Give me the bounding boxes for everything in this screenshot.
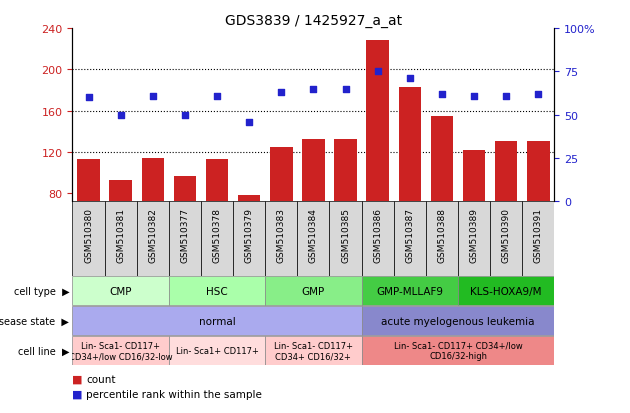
Text: ■: ■ — [72, 389, 83, 399]
Text: normal: normal — [198, 316, 236, 326]
Text: GSM510382: GSM510382 — [148, 208, 158, 263]
Bar — [142, 159, 164, 276]
Bar — [367, 41, 389, 276]
Bar — [463, 150, 485, 276]
Text: GSM510389: GSM510389 — [469, 208, 479, 263]
FancyBboxPatch shape — [72, 336, 169, 365]
Text: GSM510379: GSM510379 — [244, 208, 254, 263]
Point — [533, 91, 543, 98]
Text: GSM510384: GSM510384 — [309, 208, 318, 263]
Text: ■: ■ — [72, 374, 83, 384]
FancyBboxPatch shape — [522, 202, 554, 276]
FancyBboxPatch shape — [265, 202, 297, 276]
FancyBboxPatch shape — [72, 306, 362, 335]
Text: cell line  ▶: cell line ▶ — [18, 346, 69, 356]
FancyBboxPatch shape — [458, 277, 554, 306]
Text: GSM510385: GSM510385 — [341, 208, 350, 263]
FancyBboxPatch shape — [362, 336, 554, 365]
Text: GSM510387: GSM510387 — [405, 208, 415, 263]
Bar — [238, 196, 260, 276]
Bar — [399, 88, 421, 276]
Point — [116, 112, 126, 119]
Text: Lin- Sca1- CD117+
CD34+ CD16/32+: Lin- Sca1- CD117+ CD34+ CD16/32+ — [274, 341, 353, 360]
Text: acute myelogenous leukemia: acute myelogenous leukemia — [381, 316, 535, 326]
Bar — [495, 141, 517, 276]
FancyBboxPatch shape — [72, 202, 105, 276]
Bar — [206, 160, 228, 276]
Text: disease state  ▶: disease state ▶ — [0, 316, 69, 326]
FancyBboxPatch shape — [169, 202, 201, 276]
Text: GSM510377: GSM510377 — [180, 208, 190, 263]
FancyBboxPatch shape — [362, 202, 394, 276]
Text: GSM510386: GSM510386 — [373, 208, 382, 263]
Text: GSM510378: GSM510378 — [212, 208, 222, 263]
FancyBboxPatch shape — [329, 202, 362, 276]
Point — [83, 95, 94, 102]
Title: GDS3839 / 1425927_a_at: GDS3839 / 1425927_a_at — [225, 14, 402, 28]
Text: GMP: GMP — [302, 286, 325, 296]
Point — [372, 69, 382, 76]
Bar — [270, 147, 292, 276]
FancyBboxPatch shape — [105, 202, 137, 276]
FancyBboxPatch shape — [265, 336, 362, 365]
Point — [212, 93, 222, 100]
Text: Lin- Sca1+ CD117+: Lin- Sca1+ CD117+ — [176, 346, 258, 355]
Point — [308, 86, 318, 93]
Text: GSM510381: GSM510381 — [116, 208, 125, 263]
FancyBboxPatch shape — [201, 202, 233, 276]
FancyBboxPatch shape — [458, 202, 490, 276]
FancyBboxPatch shape — [362, 277, 458, 306]
Point — [276, 90, 286, 96]
Text: HSC: HSC — [206, 286, 228, 296]
FancyBboxPatch shape — [169, 336, 265, 365]
Point — [404, 76, 415, 83]
FancyBboxPatch shape — [265, 277, 362, 306]
Bar — [174, 176, 196, 276]
Point — [244, 119, 254, 126]
FancyBboxPatch shape — [137, 202, 169, 276]
FancyBboxPatch shape — [169, 277, 265, 306]
Text: GSM510388: GSM510388 — [437, 208, 447, 263]
Text: KLS-HOXA9/M: KLS-HOXA9/M — [471, 286, 542, 296]
Text: count: count — [86, 374, 116, 384]
Text: GSM510390: GSM510390 — [501, 208, 511, 263]
Bar — [302, 140, 324, 276]
Bar — [527, 141, 549, 276]
Bar — [110, 180, 132, 276]
Point — [501, 93, 511, 100]
FancyBboxPatch shape — [72, 277, 169, 306]
FancyBboxPatch shape — [490, 202, 522, 276]
FancyBboxPatch shape — [362, 306, 554, 335]
Text: Lin- Sca1- CD117+ CD34+/low
CD16/32-high: Lin- Sca1- CD117+ CD34+/low CD16/32-high — [394, 341, 522, 360]
Text: GMP-MLLAF9: GMP-MLLAF9 — [376, 286, 444, 296]
Text: Lin- Sca1- CD117+
CD34+/low CD16/32-low: Lin- Sca1- CD117+ CD34+/low CD16/32-low — [69, 341, 173, 360]
FancyBboxPatch shape — [233, 202, 265, 276]
Bar — [335, 140, 357, 276]
Point — [147, 93, 158, 100]
Point — [437, 91, 447, 98]
Point — [180, 112, 190, 119]
Point — [340, 86, 350, 93]
FancyBboxPatch shape — [394, 202, 426, 276]
Bar — [77, 160, 100, 276]
Text: cell type  ▶: cell type ▶ — [14, 286, 69, 296]
Bar — [431, 116, 453, 276]
FancyBboxPatch shape — [426, 202, 458, 276]
Text: GSM510380: GSM510380 — [84, 208, 93, 263]
FancyBboxPatch shape — [297, 202, 329, 276]
Text: CMP: CMP — [110, 286, 132, 296]
Text: percentile rank within the sample: percentile rank within the sample — [86, 389, 262, 399]
Text: GSM510383: GSM510383 — [277, 208, 286, 263]
Text: GSM510391: GSM510391 — [534, 208, 543, 263]
Point — [469, 93, 479, 100]
